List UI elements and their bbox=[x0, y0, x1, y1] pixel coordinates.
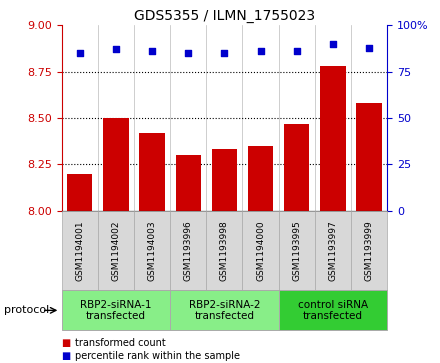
Text: GSM1193999: GSM1193999 bbox=[365, 220, 374, 281]
Bar bbox=[284, 123, 309, 211]
Bar bbox=[176, 155, 201, 211]
Text: GSM1194001: GSM1194001 bbox=[75, 220, 84, 281]
Text: GSM1193996: GSM1193996 bbox=[184, 220, 193, 281]
Text: GSM1193997: GSM1193997 bbox=[328, 220, 337, 281]
Bar bbox=[248, 146, 273, 211]
Point bbox=[185, 50, 192, 56]
Point bbox=[149, 48, 156, 54]
Point bbox=[76, 50, 83, 56]
Bar bbox=[320, 66, 345, 211]
Text: percentile rank within the sample: percentile rank within the sample bbox=[75, 351, 240, 362]
Text: ■: ■ bbox=[62, 338, 71, 348]
Text: GSM1194002: GSM1194002 bbox=[111, 220, 121, 281]
Text: RBP2-siRNA-2
transfected: RBP2-siRNA-2 transfected bbox=[189, 299, 260, 321]
Point bbox=[293, 48, 300, 54]
Text: RBP2-siRNA-1
transfected: RBP2-siRNA-1 transfected bbox=[80, 299, 152, 321]
Point bbox=[257, 48, 264, 54]
Text: GSM1193995: GSM1193995 bbox=[292, 220, 301, 281]
Bar bbox=[103, 118, 128, 211]
Text: control siRNA
transfected: control siRNA transfected bbox=[298, 299, 368, 321]
Bar bbox=[212, 150, 237, 211]
Bar bbox=[139, 133, 165, 211]
Text: GSM1194003: GSM1194003 bbox=[147, 220, 157, 281]
Point bbox=[112, 46, 119, 52]
Point bbox=[221, 50, 228, 56]
Bar bbox=[67, 174, 92, 211]
Text: GSM1193998: GSM1193998 bbox=[220, 220, 229, 281]
Text: GSM1194000: GSM1194000 bbox=[256, 220, 265, 281]
Bar bbox=[356, 103, 382, 211]
Title: GDS5355 / ILMN_1755023: GDS5355 / ILMN_1755023 bbox=[134, 9, 315, 23]
Text: ■: ■ bbox=[62, 351, 71, 362]
Point bbox=[330, 41, 337, 47]
Text: protocol: protocol bbox=[4, 305, 50, 315]
Text: transformed count: transformed count bbox=[75, 338, 165, 348]
Point bbox=[366, 45, 373, 50]
